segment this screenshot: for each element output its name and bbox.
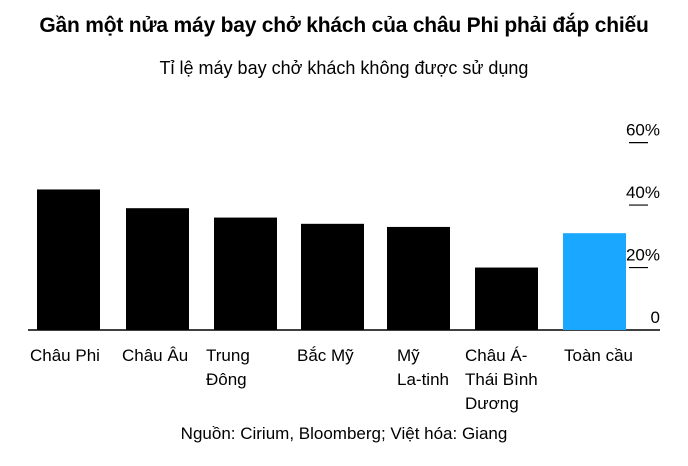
y-tick-label: 40% (626, 183, 660, 202)
category-label: Bắc Mỹ (297, 346, 354, 365)
category-label: Mỹ La-tinh (397, 346, 449, 389)
bar (214, 217, 277, 330)
bar (126, 208, 189, 330)
category-label: Toàn cầu (564, 346, 633, 365)
source-note: Nguồn: Cirium, Bloomberg; Việt hóa: Gian… (180, 424, 508, 443)
category-label: Châu Phi (30, 346, 100, 365)
chart-title: Gần một nửa máy bay chở khách của châu P… (39, 14, 649, 37)
y-tick-label: 20% (626, 246, 660, 265)
category-label: Châu Á-Thái Bình Dương (465, 346, 538, 413)
bar (387, 226, 450, 330)
category-label: Trung Đông (206, 346, 250, 389)
bar (563, 233, 626, 330)
category-label: Châu Âu (122, 346, 188, 365)
chart-subtitle: Tỉ lệ máy bay chở khách không được sử dụ… (159, 58, 529, 78)
y-tick-label: 0 (651, 308, 660, 327)
bar (37, 189, 100, 330)
bar (301, 223, 364, 330)
bar (475, 267, 538, 330)
y-tick-label: 60% (626, 121, 660, 140)
